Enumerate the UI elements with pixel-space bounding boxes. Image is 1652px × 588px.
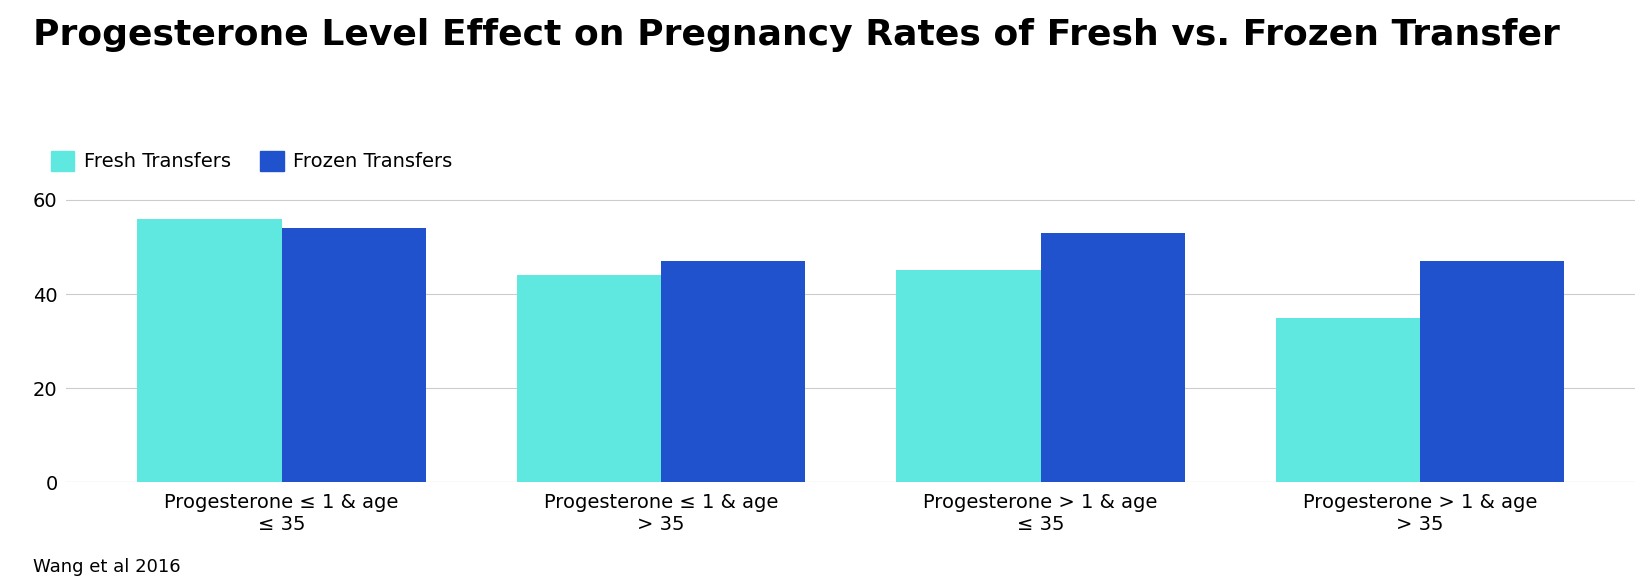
Bar (1041, 233, 1184, 482)
Bar (137, 219, 281, 482)
Text: Progesterone Level Effect on Pregnancy Rates of Fresh vs. Frozen Transfer: Progesterone Level Effect on Pregnancy R… (33, 18, 1559, 52)
Bar (1275, 318, 1421, 482)
Bar (661, 261, 805, 482)
Bar (897, 270, 1041, 482)
Bar (517, 275, 661, 482)
Legend: Fresh Transfers, Frozen Transfers: Fresh Transfers, Frozen Transfers (51, 151, 453, 171)
Text: Wang et al 2016: Wang et al 2016 (33, 558, 180, 576)
Bar (281, 228, 426, 482)
Bar (1421, 261, 1564, 482)
